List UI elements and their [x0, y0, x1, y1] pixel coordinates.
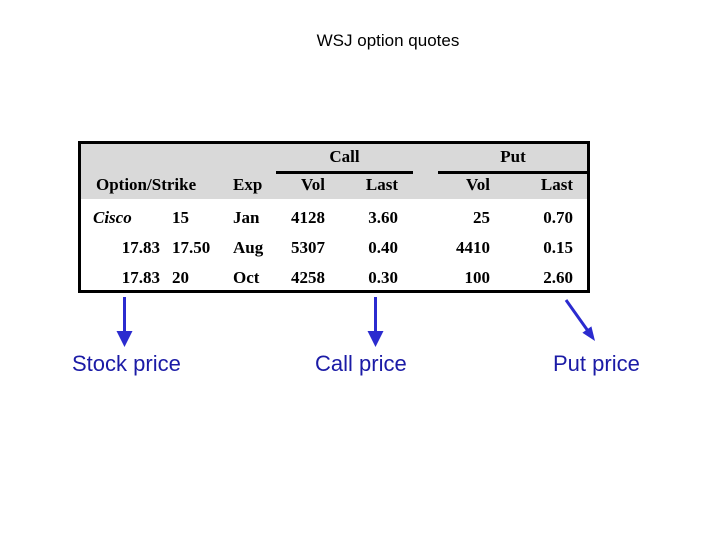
- table-cell-call-vol: 4128: [291, 208, 325, 227]
- table-cell-exp: Oct: [233, 268, 260, 287]
- wsj-option-quote-table: Call Put Option/Strike Exp Vol Last Vol …: [78, 141, 590, 293]
- table-cell-put-last: 0.15: [543, 238, 573, 257]
- table-cell-strike: 20: [172, 268, 189, 287]
- table-cell-stock-price: 17.83: [121, 238, 160, 257]
- table-row: 17.83 20 Oct 4258 0.30 100 2.60: [81, 263, 587, 293]
- column-header-call-vol: Vol: [301, 175, 325, 194]
- table-cell-option: Cisco: [93, 208, 132, 227]
- table-body: Cisco 15 Jan 4128 3.60 25 0.70 17.83 17.…: [81, 199, 587, 293]
- call-group-header: Call: [329, 147, 360, 166]
- call-underline-rule: [276, 171, 413, 174]
- table-cell-call-vol: 4258: [291, 268, 325, 287]
- column-header-option-strike: Option/Strike: [96, 175, 197, 194]
- table-cell-put-vol: 25: [473, 208, 490, 227]
- table-row: Cisco 15 Jan 4128 3.60 25 0.70: [81, 203, 587, 233]
- table-cell-exp: Jan: [233, 208, 260, 227]
- table-cell-strike: 17.50: [172, 238, 211, 257]
- diagonal-arrow-icon: [564, 299, 595, 341]
- put-price-label: Put price: [553, 351, 640, 376]
- table-cell-call-last: 0.30: [368, 268, 398, 287]
- table-cell-put-last: 0.70: [543, 208, 573, 227]
- call-price-label: Call price: [315, 351, 407, 376]
- put-group-header: Put: [500, 147, 526, 166]
- table-row: 17.83 17.50 Aug 5307 0.40 4410 0.15: [81, 233, 587, 263]
- table-cell-put-vol: 100: [464, 268, 491, 287]
- column-header-exp: Exp: [233, 175, 263, 194]
- table-cell-call-vol: 5307: [291, 238, 325, 257]
- down-arrow-icon: [116, 297, 133, 347]
- table-cell-exp: Aug: [233, 238, 264, 257]
- table-header: Call Put Option/Strike Exp Vol Last Vol …: [81, 144, 588, 199]
- table-cell-call-last: 3.60: [368, 208, 398, 227]
- down-arrow-icon: [367, 297, 384, 347]
- column-header-put-vol: Vol: [466, 175, 490, 194]
- table-cell-put-last: 2.60: [543, 268, 573, 287]
- put-underline-rule: [438, 171, 588, 174]
- stock-price-label: Stock price: [72, 351, 181, 376]
- table-cell-strike: 15: [172, 208, 189, 227]
- table-cell-call-last: 0.40: [368, 238, 398, 257]
- table-cell-put-vol: 4410: [456, 238, 490, 257]
- slide-title: WSJ option quotes: [316, 31, 460, 50]
- column-header-put-last: Last: [540, 175, 573, 194]
- table-cell-stock-price: 17.83: [121, 268, 160, 287]
- column-header-call-last: Last: [365, 175, 398, 194]
